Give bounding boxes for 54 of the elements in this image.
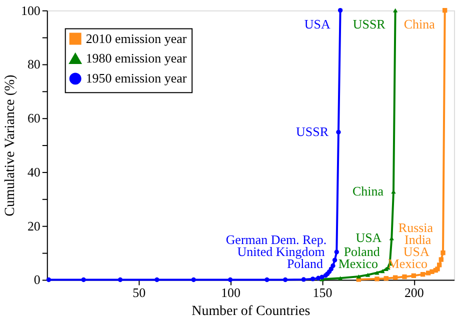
x-tick-label: 100 (221, 285, 241, 300)
annotation: USA (356, 230, 382, 246)
legend-label: 1950 emission year (86, 70, 188, 86)
point (81, 277, 86, 282)
point (334, 250, 339, 254)
point (392, 8, 398, 12)
point (338, 276, 343, 280)
annotation: China (404, 16, 436, 32)
point (420, 272, 426, 277)
y-axis-title: Cumulative Variance (%) (2, 74, 18, 216)
point (228, 277, 233, 282)
y-tick-label: 40 (27, 164, 40, 180)
point (384, 276, 388, 281)
point (438, 257, 444, 262)
point (411, 273, 416, 278)
point (374, 276, 380, 282)
x-tick-label: 150 (312, 285, 332, 300)
x-tick-label: 200 (404, 285, 424, 300)
point (154, 277, 160, 282)
y-tick-label: 80 (27, 56, 40, 72)
point (264, 277, 270, 282)
annotation: USSR (352, 16, 386, 32)
legend-label: 2010 emission year (86, 30, 188, 46)
legend-label: 1980 emission year (86, 50, 188, 66)
point (118, 277, 123, 282)
y-tick-label: 100 (20, 2, 40, 18)
point (356, 274, 361, 279)
point (191, 277, 196, 282)
point (380, 269, 385, 274)
point (301, 277, 306, 282)
y-tick-label: 0 (34, 272, 40, 288)
point (437, 262, 442, 268)
point (402, 274, 407, 280)
x-tick-label: 50 (132, 285, 146, 300)
point (374, 270, 380, 275)
annotation: USA (304, 16, 331, 32)
point (282, 277, 288, 282)
annotation: USSR (296, 124, 329, 140)
point (440, 250, 446, 256)
point (316, 276, 321, 280)
point (336, 130, 341, 134)
point (365, 272, 370, 277)
x-axis-title: Number of Countries (192, 304, 310, 318)
point (392, 275, 398, 280)
point (320, 274, 324, 280)
point (46, 277, 52, 282)
y-tick-label: 60 (27, 110, 40, 126)
y-tick-label: 20 (27, 218, 40, 234)
point (332, 258, 338, 262)
annotation: China (352, 184, 384, 199)
point (310, 276, 316, 282)
point (330, 263, 336, 268)
point (442, 8, 448, 13)
point (338, 8, 343, 13)
